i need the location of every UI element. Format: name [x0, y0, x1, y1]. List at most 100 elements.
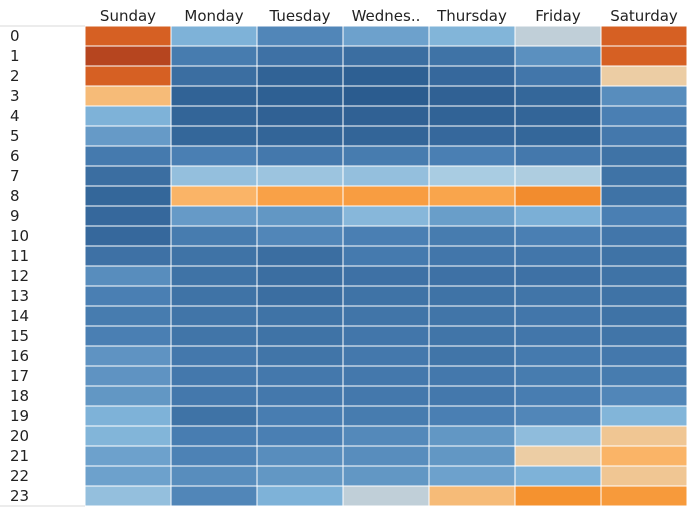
- heatmap-cell-23-5: [514, 485, 602, 507]
- heatmap-cell-21-4: [428, 445, 516, 467]
- heatmap-cell-10-2: [256, 225, 344, 247]
- heatmap-cell-11-0: [84, 245, 172, 267]
- heatmap-cell-23-6: [600, 485, 688, 507]
- heatmap-cell-22-0: [84, 465, 172, 487]
- heatmap-cell-0-2: [256, 25, 344, 47]
- row-label: 22: [10, 467, 29, 485]
- heatmap-cell-3-1: [170, 85, 258, 107]
- heatmap-cell-15-2: [256, 325, 344, 347]
- row-label: 5: [10, 127, 20, 145]
- heatmap-cell-16-5: [514, 345, 602, 367]
- heatmap-cell-13-5: [514, 285, 602, 307]
- heatmap-cell-10-5: [514, 225, 602, 247]
- heatmap-cell-6-0: [84, 145, 172, 167]
- heatmap-cell-8-2: [256, 185, 344, 207]
- heatmap-cell-4-1: [170, 105, 258, 127]
- heatmap-cell-5-3: [342, 125, 430, 147]
- heatmap-cell-21-0: [84, 445, 172, 467]
- heatmap-cell-3-4: [428, 85, 516, 107]
- heatmap-cell-1-4: [428, 45, 516, 67]
- heatmap-cell-0-1: [170, 25, 258, 47]
- heatmap-cell-4-2: [256, 105, 344, 127]
- heatmap-cell-21-5: [514, 445, 602, 467]
- heatmap-cell-18-0: [84, 385, 172, 407]
- heatmap-cell-10-0: [84, 225, 172, 247]
- heatmap-cell-10-6: [600, 225, 688, 247]
- column-label: Saturday: [610, 7, 678, 25]
- heatmap-cell-14-4: [428, 305, 516, 327]
- heatmap-cell-3-5: [514, 85, 602, 107]
- row-label: 16: [10, 347, 29, 365]
- heatmap-cell-2-4: [428, 65, 516, 87]
- heatmap-cell-4-6: [600, 105, 688, 127]
- heatmap-cell-22-2: [256, 465, 344, 487]
- heatmap-cell-13-1: [170, 285, 258, 307]
- heatmap-cell-17-5: [514, 365, 602, 387]
- heatmap-cell-19-5: [514, 405, 602, 427]
- column-label: Monday: [184, 7, 243, 25]
- heatmap-cell-13-4: [428, 285, 516, 307]
- heatmap-cell-12-4: [428, 265, 516, 287]
- heatmap-cell-1-5: [514, 45, 602, 67]
- heatmap-cell-13-6: [600, 285, 688, 307]
- heatmap-cell-6-4: [428, 145, 516, 167]
- heatmap-cell-1-6: [600, 45, 688, 67]
- column-label: Friday: [535, 7, 581, 25]
- heatmap-cell-2-2: [256, 65, 344, 87]
- heatmap-cell-22-3: [342, 465, 430, 487]
- row-label: 9: [10, 207, 20, 225]
- heatmap-cell-0-5: [514, 25, 602, 47]
- heatmap-cell-12-0: [84, 265, 172, 287]
- heatmap-cell-18-2: [256, 385, 344, 407]
- heatmap-cell-17-1: [170, 365, 258, 387]
- heatmap-cell-12-5: [514, 265, 602, 287]
- heatmap-cell-9-5: [514, 205, 602, 227]
- heatmap-cell-20-3: [342, 425, 430, 447]
- row-label: 15: [10, 327, 29, 345]
- heatmap-cell-15-4: [428, 325, 516, 347]
- heatmap-cell-22-6: [600, 465, 688, 487]
- heatmap-cell-8-0: [84, 185, 172, 207]
- heatmap-cell-22-1: [170, 465, 258, 487]
- heatmap-cell-13-2: [256, 285, 344, 307]
- heatmap-cell-7-5: [514, 165, 602, 187]
- heatmap-cell-7-3: [342, 165, 430, 187]
- heatmap-cell-18-6: [600, 385, 688, 407]
- heatmap-cell-15-6: [600, 325, 688, 347]
- heatmap-cell-20-5: [514, 425, 602, 447]
- heatmap-cell-16-2: [256, 345, 344, 367]
- heatmap-cell-11-1: [170, 245, 258, 267]
- row-label: 19: [10, 407, 29, 425]
- heatmap-cell-15-1: [170, 325, 258, 347]
- heatmap-cell-6-5: [514, 145, 602, 167]
- heatmap-cell-21-6: [600, 445, 688, 467]
- heatmap-cell-11-4: [428, 245, 516, 267]
- heatmap-cell-20-6: [600, 425, 688, 447]
- heatmap-cell-4-0: [84, 105, 172, 127]
- row-label: 23: [10, 487, 29, 505]
- heatmap-cell-5-0: [84, 125, 172, 147]
- heatmap-cell-16-0: [84, 345, 172, 367]
- heatmap-cell-6-2: [256, 145, 344, 167]
- row-label: 21: [10, 447, 29, 465]
- heatmap-cell-21-3: [342, 445, 430, 467]
- heatmap-cell-17-6: [600, 365, 688, 387]
- heatmap-cell-19-6: [600, 405, 688, 427]
- heatmap-cell-19-2: [256, 405, 344, 427]
- heatmap-cell-14-1: [170, 305, 258, 327]
- heatmap-cell-1-0: [84, 45, 172, 67]
- heatmap-cell-23-1: [170, 485, 258, 507]
- row-label: 10: [10, 227, 29, 245]
- heatmap-cell-16-3: [342, 345, 430, 367]
- row-label: 1: [10, 47, 20, 65]
- heatmap-cell-18-5: [514, 385, 602, 407]
- row-label: 6: [10, 147, 20, 165]
- row-label: 17: [10, 367, 29, 385]
- heatmap-cell-5-4: [428, 125, 516, 147]
- heatmap-cell-12-2: [256, 265, 344, 287]
- heatmap-cell-3-3: [342, 85, 430, 107]
- heatmap-cell-22-5: [514, 465, 602, 487]
- row-label: 3: [10, 87, 20, 105]
- heatmap-cell-2-0: [84, 65, 172, 87]
